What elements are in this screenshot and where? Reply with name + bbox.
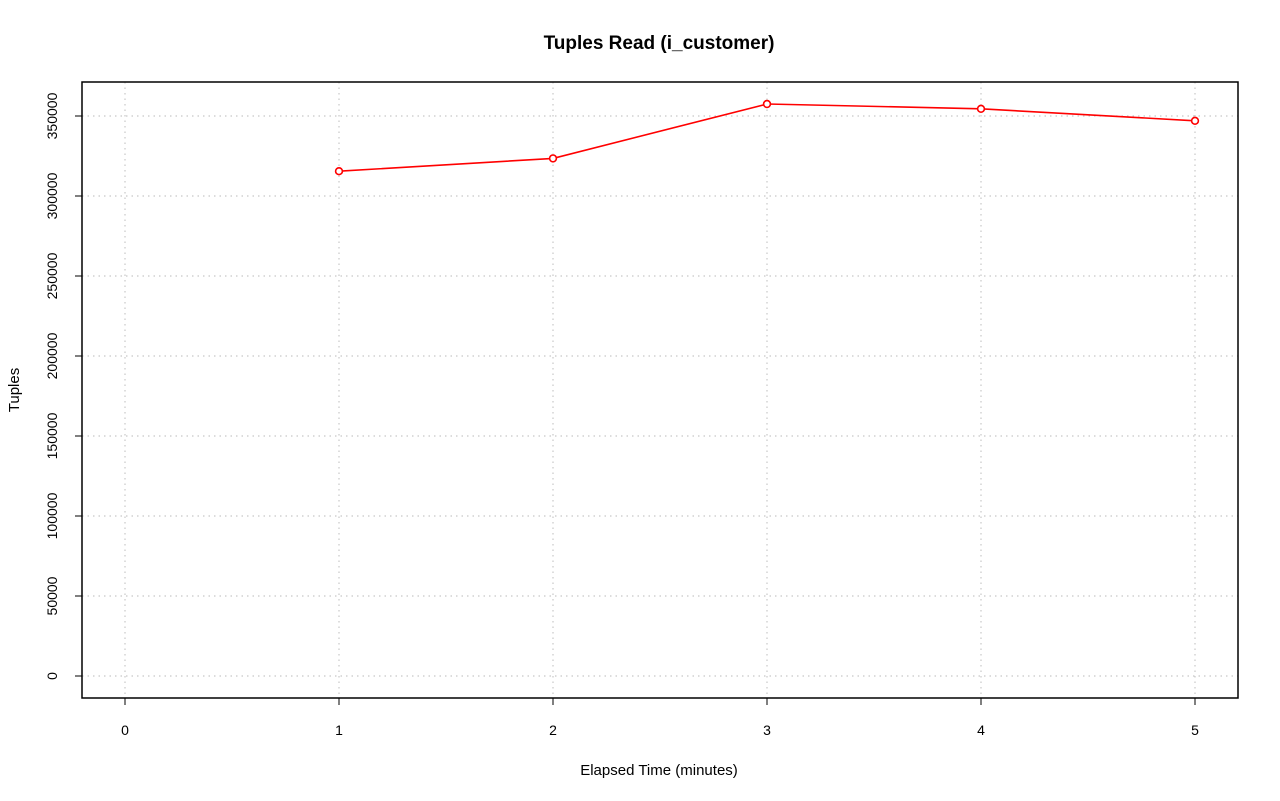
y-tick-label: 150000: [44, 412, 60, 459]
plot-frame: [81, 81, 1239, 699]
series-layer: [334, 99, 1200, 176]
x-tick-label: 0: [121, 722, 129, 738]
x-tick-label: 3: [763, 722, 771, 738]
y-tick-label: 200000: [44, 332, 60, 379]
data-point: [334, 167, 344, 176]
y-tick-label: 250000: [44, 252, 60, 299]
x-tick-label: 2: [549, 722, 557, 738]
x-tick-label: 4: [977, 722, 985, 738]
x-axis-label: Elapsed Time (minutes): [580, 762, 738, 779]
y-axis: 0 50000 100000 150000 200000 250000 300000 3500…: [44, 92, 82, 680]
y-axis-label: Tuples: [6, 368, 23, 412]
data-point: [762, 99, 772, 109]
y-tick-label: 100000: [44, 492, 60, 539]
chart-title: Tuples Read (i_customer): [544, 33, 775, 54]
data-point: [976, 104, 986, 114]
data-point: [1190, 116, 1200, 126]
y-tick-label: 50000: [44, 576, 60, 615]
x-tick-label: 5: [1191, 722, 1199, 738]
grid-lines: [82, 82, 1238, 698]
data-point: [548, 154, 558, 163]
y-tick-label: 300000: [44, 172, 60, 219]
y-tick-label: 0: [44, 672, 60, 680]
y-tick-label: 350000: [44, 92, 60, 139]
x-tick-label: 1: [335, 722, 343, 738]
x-axis: 0 1 2 3 4 5: [121, 698, 1199, 738]
